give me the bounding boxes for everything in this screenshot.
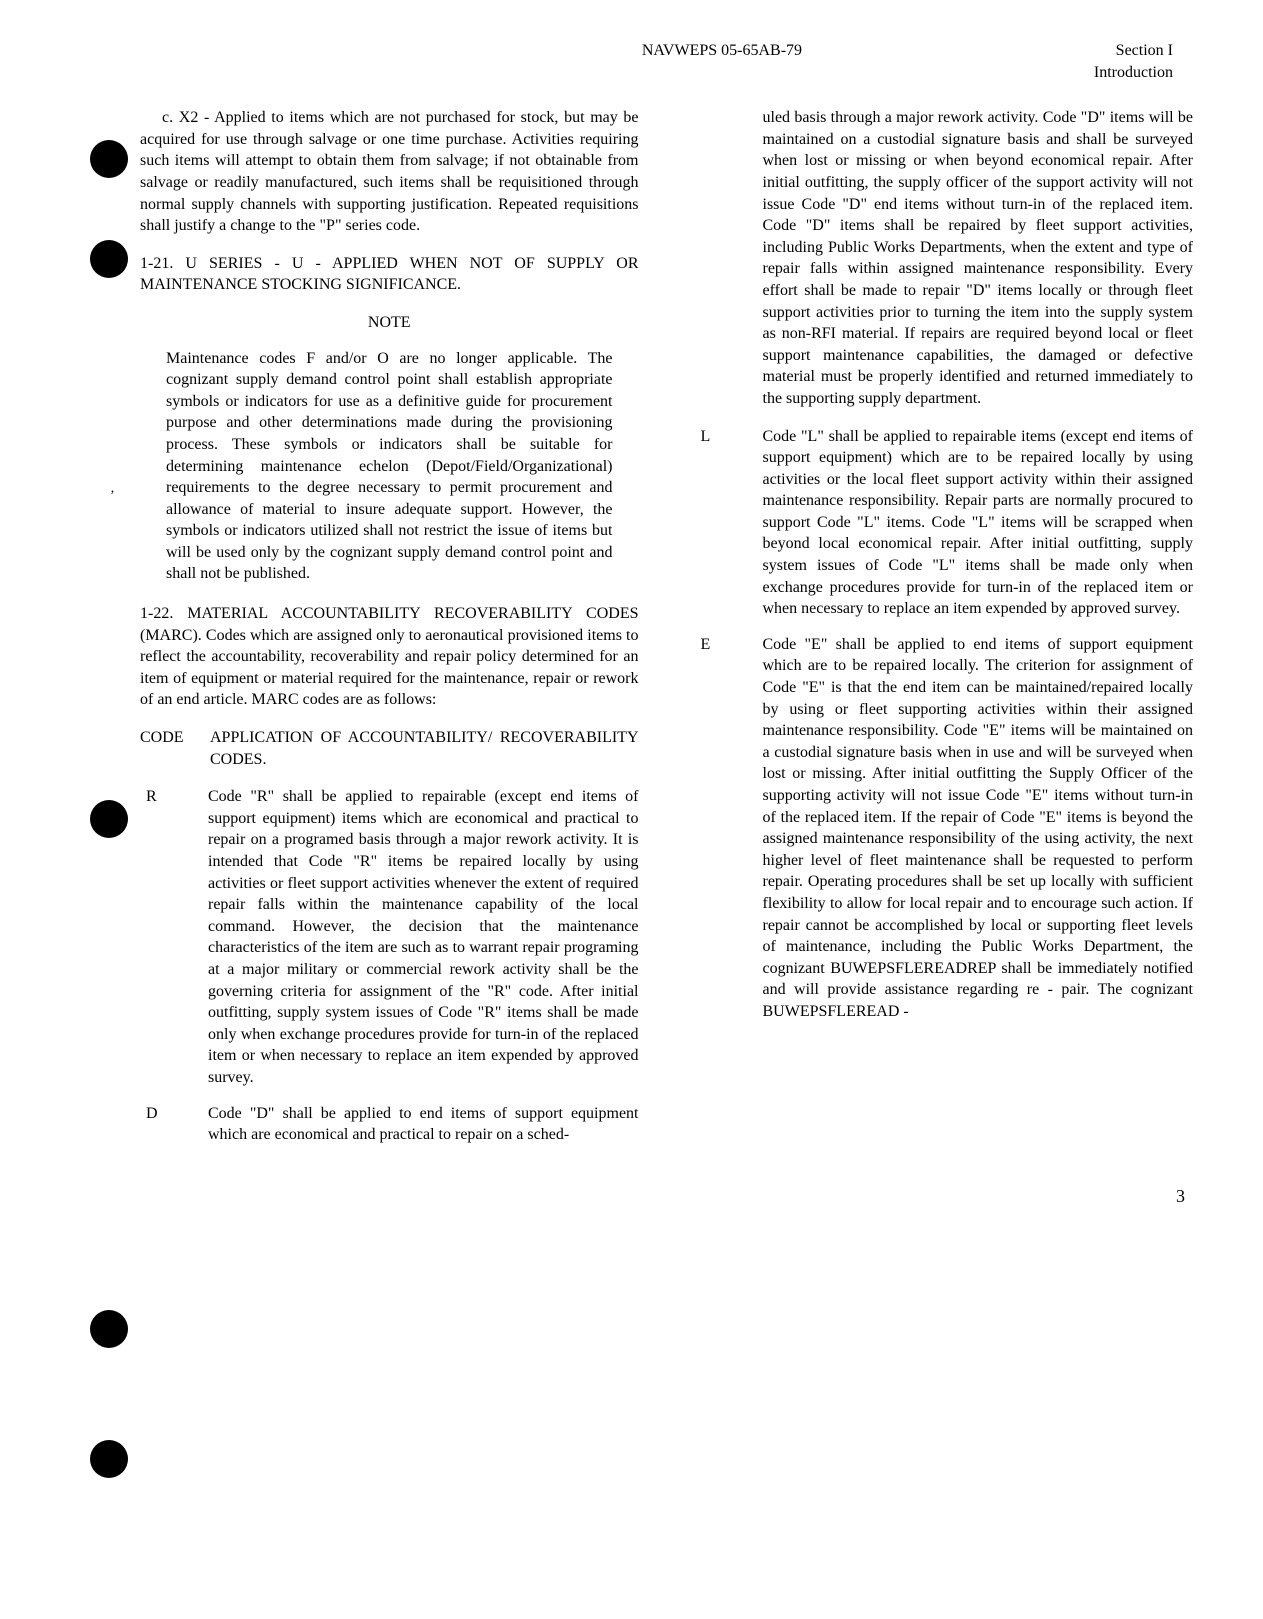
heading-1-21: 1-21. U SERIES - U - APPLIED WHEN NOT OF…: [140, 253, 639, 296]
dot-icon: [90, 1310, 128, 1348]
body-columns: c. X2 - Applied to items which are not p…: [50, 107, 1193, 1160]
code-text: Code "D" shall be applied to end items o…: [208, 1103, 639, 1146]
code-text: Code "E" shall be applied to end items o…: [763, 634, 1194, 1023]
code-header: CODE APPLICATION OF ACCOUNTABILITY/ RECO…: [140, 727, 639, 770]
section-line-2: Introduction: [1094, 62, 1173, 84]
col2-d-continued-text: uled basis through a major rework activi…: [763, 109, 1194, 407]
code-letter: R: [140, 786, 190, 1088]
heading-1-22: 1-22. MATERIAL ACCOUNTABILITY RECOVERABI…: [140, 603, 639, 711]
dot-icon: [90, 1440, 128, 1478]
tick-mark: ‚: [110, 480, 115, 499]
code-row-e: E Code "E" shall be applied to end items…: [695, 634, 1194, 1023]
code-letter: L: [695, 426, 745, 620]
note-title: NOTE: [140, 312, 639, 334]
code-letter: D: [140, 1103, 190, 1146]
code-header-right: APPLICATION OF ACCOUNTABILITY/ RECOVERAB…: [210, 727, 639, 770]
page-number: 3: [50, 1184, 1193, 1208]
code-text: Code "R" shall be applied to repairable …: [208, 786, 639, 1088]
doc-id: NAVWEPS 05-65AB-79: [70, 40, 1094, 83]
page: ‚ NAVWEPS 05-65AB-79 Section I Introduct…: [50, 40, 1193, 1208]
page-header: NAVWEPS 05-65AB-79 Section I Introductio…: [50, 40, 1193, 83]
dot-icon: [90, 240, 128, 278]
para-c-x2: c. X2 - Applied to items which are not p…: [140, 107, 639, 237]
section-label: Section I Introduction: [1094, 40, 1173, 83]
code-header-left: CODE: [140, 727, 210, 770]
code-row-d: D Code "D" shall be applied to end items…: [140, 1103, 639, 1146]
section-line-1: Section I: [1094, 40, 1173, 62]
code-letter: E: [695, 634, 745, 1023]
code-row-r: R Code "R" shall be applied to repairabl…: [140, 786, 639, 1088]
note-body: Maintenance codes F and/or O are no long…: [140, 348, 639, 586]
dot-icon: [90, 140, 128, 178]
dot-icon: [90, 800, 128, 838]
code-text: Code "L" shall be applied to repairable …: [763, 426, 1194, 620]
col2-d-continued: uled basis through a major rework activi…: [695, 107, 1194, 409]
code-row-l: L Code "L" shall be applied to repairabl…: [695, 426, 1194, 620]
